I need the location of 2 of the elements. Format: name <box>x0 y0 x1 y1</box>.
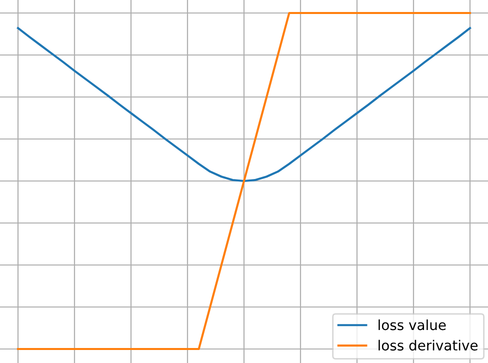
legend-label: loss value <box>378 319 446 330</box>
legend-label: loss derivative <box>378 340 478 351</box>
